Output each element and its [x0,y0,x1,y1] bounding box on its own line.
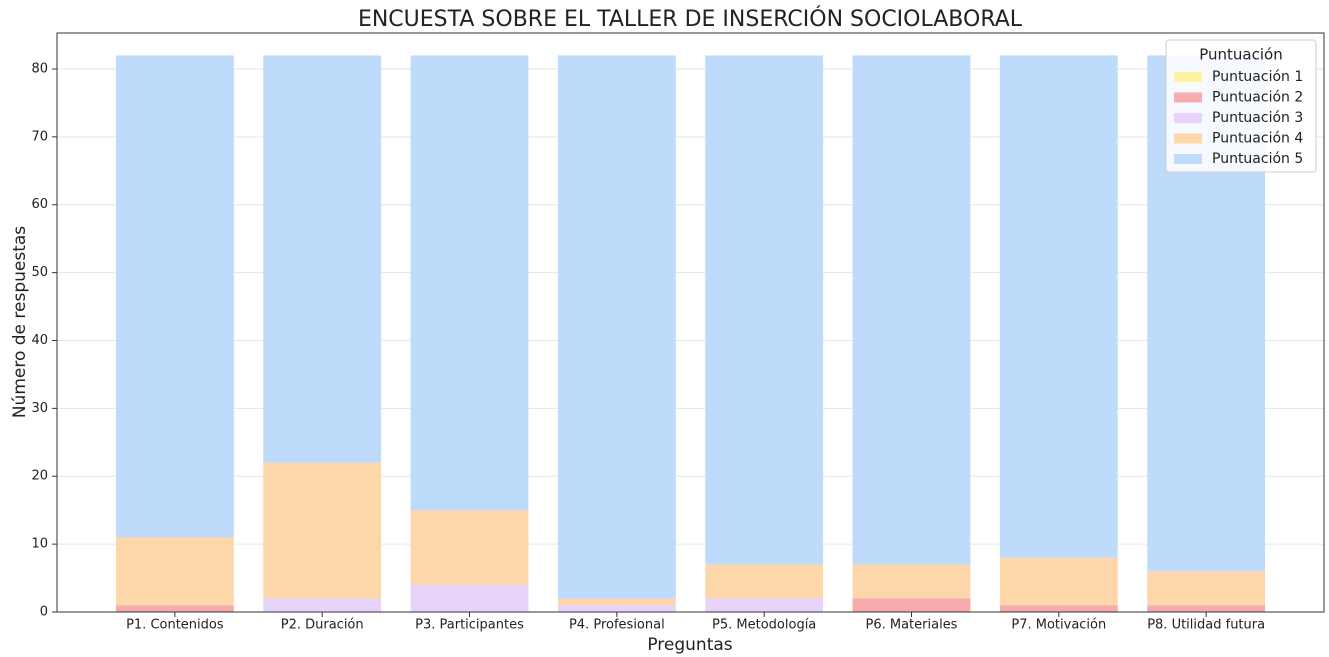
legend-label: Puntuación 1 [1212,69,1303,85]
x-tick-label: P6. Materiales [866,618,958,633]
bar-segment [705,55,824,565]
legend-box [1165,39,1317,173]
bar-segment [115,605,234,612]
bar-segment [557,55,676,599]
bar-segment [705,564,824,599]
bar-segment [999,557,1118,606]
y-tick-label: 30 [31,401,48,416]
y-tick-label: 70 [31,129,48,144]
bar-segment [852,55,971,565]
bar-segment [1147,571,1266,606]
x-axis-label: Preguntas [647,635,732,655]
bar-segment [557,605,676,612]
legend-label: Puntuación 4 [1212,131,1303,147]
plot-frame [56,32,1325,613]
bar-segment [263,462,382,599]
y-tick-label: 50 [31,265,48,280]
bar-segment [852,564,971,599]
x-tick-label: P1. Contenidos [126,618,224,633]
bar-segment [557,598,676,606]
bar-segment [1147,605,1266,612]
y-tick-label: 60 [31,197,48,212]
x-tick-label: P7. Motivación [1011,618,1106,633]
bar-segment [410,55,529,511]
legend-label: Puntuación 5 [1212,151,1303,167]
legend-swatch [1174,113,1202,123]
legend-swatch [1174,72,1202,82]
x-tick-label: P5. Metodología [712,618,816,633]
legend-swatch [1174,92,1202,103]
bar-segment [705,598,824,612]
x-tick-label: P8. Utilidad futura [1147,618,1265,633]
x-tick-label: P2. Duración [281,618,364,633]
y-tick-label: 80 [31,61,48,76]
bar-segment [410,510,529,585]
legend-title: Puntuación [1199,46,1282,64]
y-tick-label: 10 [31,537,48,552]
y-tick-label: 40 [31,333,48,348]
chart-title: ENCUESTA SOBRE EL TALLER DE INSERCIÓN SO… [358,6,1023,32]
bar-segment [410,584,529,612]
bar-segment [263,598,382,612]
bar-segment [852,598,971,612]
bar-segment [115,537,234,606]
legend-swatch [1174,154,1202,164]
legend-label: Puntuación 3 [1212,110,1303,126]
legend-label: Puntuación 2 [1212,90,1303,106]
bar-segment [115,55,234,538]
x-tick-label: P4. Profesional [569,618,665,633]
y-tick-label: 0 [40,605,48,620]
legend-swatch [1174,133,1202,144]
x-tick-label: P3. Participantes [415,618,524,633]
y-tick-label: 20 [31,469,48,484]
bar-segment [999,55,1118,558]
bar-segment [999,605,1118,612]
bar-segment [263,55,382,463]
y-axis-label: Número de respuestas [10,226,30,418]
